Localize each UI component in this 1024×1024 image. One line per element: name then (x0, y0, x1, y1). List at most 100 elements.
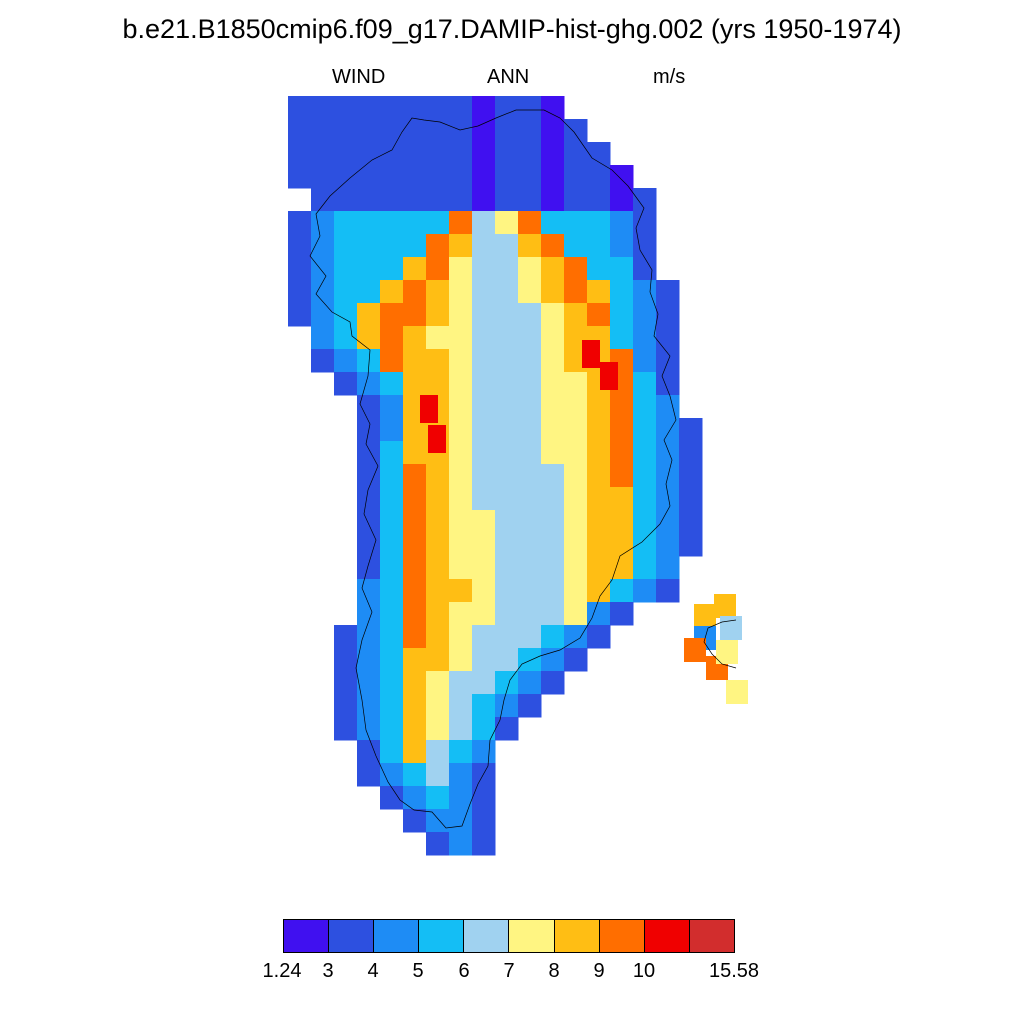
grid-cell (449, 464, 473, 488)
grid-cell (426, 510, 450, 534)
units-label: m/s (653, 66, 686, 88)
grid-cell (679, 510, 703, 534)
grid-cell (495, 119, 519, 143)
grid-cell (656, 441, 680, 465)
grid-cell (587, 556, 611, 580)
grid-cell (288, 280, 312, 304)
grid-cell (587, 510, 611, 534)
grid-cell (564, 464, 588, 488)
grid-cell (357, 349, 381, 373)
grid-cell (564, 441, 588, 465)
grid-cell (472, 234, 496, 258)
grid-cell (449, 303, 473, 327)
grid-cell (541, 165, 565, 189)
grid-cell (357, 188, 381, 212)
grid-cell (357, 211, 381, 235)
grid-cell (449, 441, 473, 465)
grid-cell (403, 625, 427, 649)
grid-cell (518, 257, 542, 281)
grid-cell (403, 280, 427, 304)
grid-cell (449, 418, 473, 442)
grid-cell (449, 740, 473, 764)
grid-cell (311, 303, 335, 327)
grid-cell (694, 604, 716, 628)
grid-cell (472, 671, 496, 695)
grid-cell (472, 786, 496, 810)
grid-cell (541, 441, 565, 465)
grid-cell (357, 510, 381, 534)
colorbar-tick-label: 3 (322, 960, 334, 982)
grid-cell (587, 211, 611, 235)
grid-cell (449, 487, 473, 511)
grid-cell (357, 395, 381, 419)
grid-cell (495, 579, 519, 603)
grid-cell (633, 326, 657, 350)
variable-label: WIND (332, 66, 386, 88)
grid-cell (334, 119, 358, 143)
grid-cell (403, 556, 427, 580)
grid-cell (426, 487, 450, 511)
grid-cell (311, 326, 335, 350)
grid-cell (495, 464, 519, 488)
grid-cell (334, 234, 358, 258)
grid-cell (380, 188, 404, 212)
grid-cell (541, 211, 565, 235)
grid-cell (633, 188, 657, 212)
grid-cell (288, 257, 312, 281)
grid-cell (518, 533, 542, 557)
grid-cell (720, 616, 742, 640)
grid-cell (495, 441, 519, 465)
grid-cell (472, 763, 496, 787)
grid-cell (541, 257, 565, 281)
grid-cell (403, 579, 427, 603)
grid-cell (564, 119, 588, 143)
grid-cell (357, 740, 381, 764)
grid-cell (426, 579, 450, 603)
grid-cell (472, 188, 496, 212)
grid-cell (380, 533, 404, 557)
grid-cell (541, 625, 565, 649)
grid-cell (495, 487, 519, 511)
grid-cell (472, 326, 496, 350)
grid-cell (426, 326, 450, 350)
grid-cell (587, 487, 611, 511)
grid-cell (334, 257, 358, 281)
grid-cell (610, 326, 634, 350)
grid-cell (610, 556, 634, 580)
colorbar-swatch (643, 919, 690, 953)
grid-cell (587, 188, 611, 212)
greenland-coastline (309, 109, 677, 829)
grid-cell (357, 96, 381, 120)
grid-cell (472, 533, 496, 557)
grid-cell (380, 464, 404, 488)
grid-cell (449, 648, 473, 672)
grid-cell (633, 349, 657, 373)
grid-cell (357, 257, 381, 281)
grid-cell (541, 303, 565, 327)
grid-cell (357, 602, 381, 626)
grid-cell (357, 280, 381, 304)
grid-cell (472, 349, 496, 373)
grid-cell (288, 96, 312, 120)
grid-cell (610, 303, 634, 327)
grid-cell (495, 372, 519, 396)
grid-cell (495, 142, 519, 166)
grid-cell (426, 809, 450, 833)
grid-cell (357, 671, 381, 695)
colorbar-tick-label: 7 (503, 960, 515, 982)
grid-cell (541, 395, 565, 419)
grid-cell (564, 280, 588, 304)
grid-cell (518, 303, 542, 327)
grid-cell (426, 211, 450, 235)
grid-cell (428, 425, 446, 453)
grid-cell (449, 809, 473, 833)
grid-cell (311, 257, 335, 281)
grid-cell (380, 510, 404, 534)
grid-cell (426, 556, 450, 580)
grid-cell (311, 234, 335, 258)
grid-cell (564, 234, 588, 258)
grid-cell (426, 533, 450, 557)
grid-cell (449, 625, 473, 649)
grid-cell (541, 372, 565, 396)
